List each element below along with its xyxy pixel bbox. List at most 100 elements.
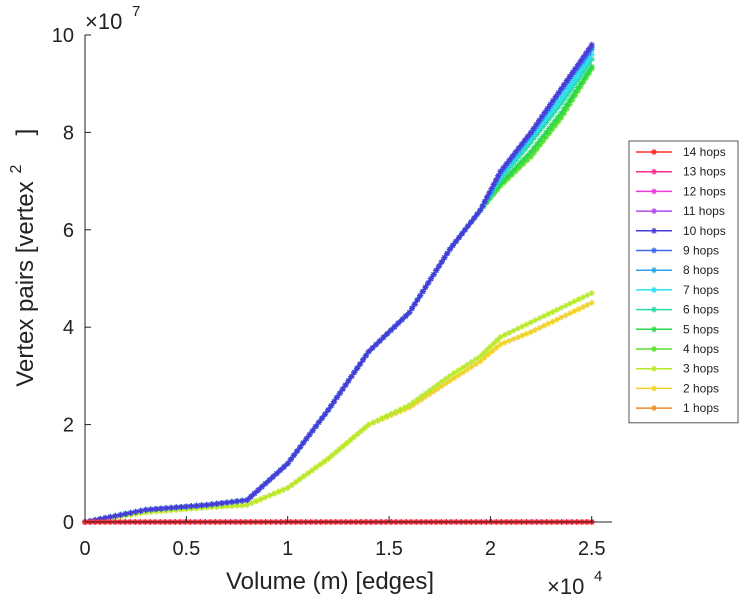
data-point [523, 321, 530, 328]
marker-stroke [379, 415, 385, 421]
marker-stroke [580, 63, 586, 69]
data-point [546, 125, 553, 132]
data-point [563, 87, 570, 94]
marker-stroke [578, 81, 584, 86]
data-point [358, 427, 365, 434]
marker-stroke [555, 99, 561, 105]
data-point [410, 399, 417, 406]
data-point [288, 481, 295, 488]
series-7-hops [82, 51, 595, 525]
marker-stroke [561, 91, 567, 97]
marker-stroke [567, 83, 573, 89]
data-point [588, 290, 595, 297]
marker-stroke [427, 391, 433, 397]
marker-stroke [552, 103, 558, 109]
marker-stroke [558, 315, 564, 320]
marker-stroke [564, 87, 570, 93]
data-point [527, 148, 534, 155]
data-point [545, 310, 552, 317]
data-point [527, 319, 534, 326]
data-point [472, 361, 479, 368]
marker-stroke [253, 498, 259, 504]
marker-stroke [589, 64, 595, 70]
marker-stroke [531, 135, 537, 141]
marker-stroke [443, 380, 449, 386]
data-point [545, 320, 552, 327]
marker-stroke [494, 345, 499, 351]
marker-stroke [447, 378, 453, 384]
marker-stroke [549, 112, 555, 118]
marker-stroke [249, 500, 255, 506]
marker-stroke [509, 172, 515, 178]
data-point [563, 101, 570, 108]
data-point [468, 358, 475, 365]
data-point [536, 315, 543, 322]
marker-stroke [575, 76, 581, 82]
marker-stroke [473, 361, 479, 367]
data-point [397, 406, 404, 413]
marker-stroke [552, 118, 558, 124]
data-point [567, 300, 574, 307]
data-point [262, 494, 269, 501]
marker-stroke [564, 102, 570, 107]
marker-stroke [528, 149, 534, 155]
marker-stroke [589, 56, 595, 62]
marker-stroke [469, 364, 475, 370]
marker-stroke [550, 309, 556, 315]
marker-stroke [267, 493, 273, 498]
marker-stroke [239, 502, 245, 508]
data-point [451, 370, 458, 377]
marker-stroke [567, 310, 573, 316]
data-point [527, 329, 534, 336]
data-point [514, 325, 521, 332]
marker-stroke [580, 68, 586, 74]
marker-stroke [427, 388, 433, 393]
marker-stroke [569, 84, 575, 90]
data-point [540, 322, 547, 329]
marker-stroke [451, 370, 457, 376]
series-line [84, 66, 593, 523]
data-point [575, 296, 582, 303]
marker-stroke [244, 502, 250, 508]
marker-stroke [537, 325, 543, 331]
marker-stroke [485, 352, 491, 357]
marker-stroke [271, 491, 277, 497]
marker-stroke [528, 329, 534, 335]
marker-stroke [520, 161, 526, 167]
data-point [549, 308, 556, 315]
series-line [84, 53, 593, 523]
marker-stroke [293, 479, 299, 485]
marker-stroke [495, 184, 501, 190]
marker-stroke [506, 330, 512, 336]
marker-stroke [580, 304, 586, 310]
marker-stroke [546, 111, 552, 117]
data-point [580, 304, 587, 311]
marker-stroke [575, 85, 581, 91]
marker-stroke [511, 328, 517, 334]
data-point [271, 490, 278, 497]
data-point [257, 496, 264, 503]
data-point [569, 93, 576, 100]
marker-stroke [586, 68, 592, 74]
marker-stroke [447, 373, 453, 379]
marker-stroke [541, 313, 547, 319]
data-point [532, 317, 539, 324]
data-point [275, 488, 282, 495]
marker-stroke [224, 503, 230, 509]
marker-stroke [431, 389, 437, 394]
marker-stroke [443, 376, 449, 382]
marker-stroke [537, 127, 543, 133]
data-point [472, 356, 479, 363]
data-point [583, 72, 590, 79]
marker-stroke [578, 67, 584, 73]
marker-stroke [460, 369, 466, 375]
data-point [574, 84, 581, 91]
data-point [248, 500, 255, 507]
data-point [549, 318, 556, 325]
marker-stroke [375, 417, 381, 423]
marker-stroke [406, 402, 412, 408]
marker-stroke [545, 321, 551, 327]
marker-stroke [384, 413, 390, 419]
marker-stroke [301, 473, 307, 479]
marker-stroke [423, 390, 428, 396]
